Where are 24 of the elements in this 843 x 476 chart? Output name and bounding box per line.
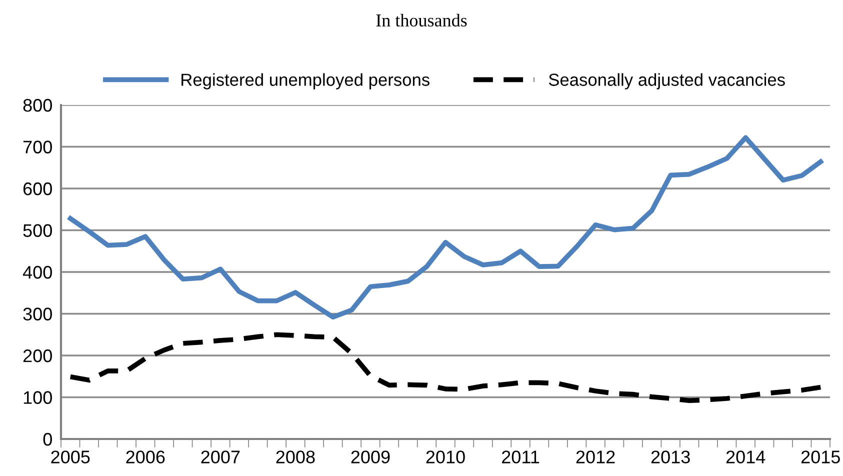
x-tick-label: 2015 (801, 450, 840, 464)
y-tick-label: 300 (23, 308, 52, 320)
x-tick-label: 2009 (351, 450, 390, 464)
y-tick-label: 100 (24, 391, 52, 404)
x-tick-label: 2014 (726, 450, 766, 464)
y-tick-label: 800 (23, 98, 52, 112)
y-tick-label: 200 (23, 349, 52, 362)
legend-label: Registered unemployed persons (182, 73, 430, 90)
y-tick-label: 500 (23, 224, 52, 237)
y-tick-label: 700 (23, 140, 52, 154)
x-tick-label: 2013 (651, 450, 690, 464)
x-tick-label: 2008 (276, 450, 315, 464)
x-tick-label: 2007 (201, 450, 240, 464)
y-tick-label: 600 (23, 182, 52, 196)
x-tick-label: 2011 (502, 450, 540, 464)
line-series (68, 135, 824, 320)
y-tick-label: 0 (43, 432, 52, 446)
x-tick-label: 2006 (126, 450, 165, 464)
x-tick-label: 2012 (576, 450, 615, 464)
x-tick-label: 2005 (51, 450, 90, 464)
y-tick-label: 400 (22, 266, 52, 279)
x-tick-label: 2010 (426, 450, 465, 464)
legend-label: Seasonally adjusted vacancies (548, 73, 785, 90)
chart-title: In thousands (376, 14, 467, 27)
